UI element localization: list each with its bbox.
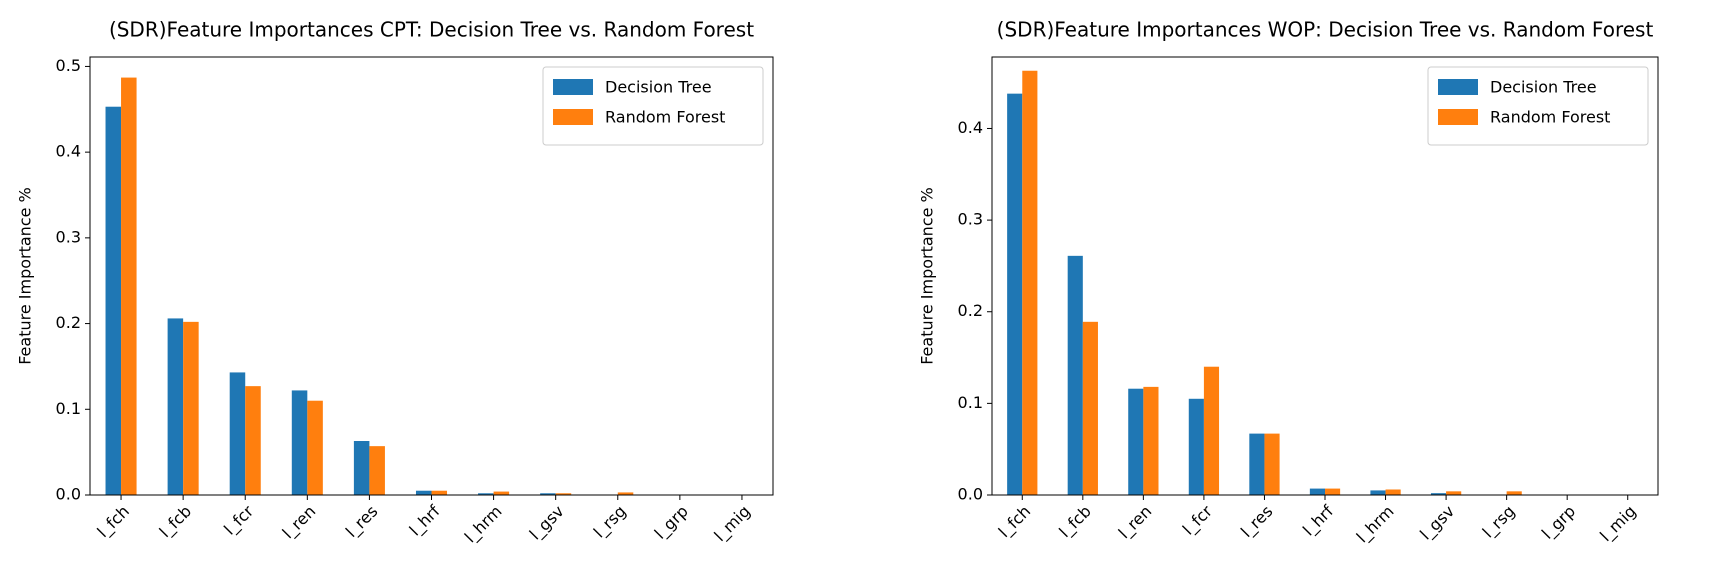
- bar: [1370, 490, 1386, 495]
- chart-title: (SDR)Feature Importances CPT: Decision T…: [109, 18, 754, 42]
- x-tick-label: l_grp: [651, 502, 693, 544]
- x-tick-label: l_ren: [279, 502, 320, 543]
- legend-swatch: [553, 109, 593, 125]
- axes-frame: [991, 56, 1659, 496]
- bar: [1203, 366, 1220, 495]
- bar: [353, 441, 370, 495]
- x-tick-label: l_ren: [1115, 502, 1156, 543]
- bar: [431, 490, 448, 495]
- x-tick-label: l_gsv: [1416, 502, 1459, 545]
- x-tick-label: l_mig: [1596, 502, 1640, 546]
- x-tick-label: l_hrf: [405, 501, 444, 540]
- x-tick-label: l_res: [342, 502, 382, 542]
- legend-swatch: [553, 79, 593, 95]
- bar: [478, 493, 494, 495]
- bar: [415, 490, 432, 495]
- x-tick-label: l_fch: [995, 502, 1035, 542]
- y-tick-label: 0.1: [958, 393, 983, 412]
- bar: [555, 493, 572, 495]
- bar: [1022, 70, 1038, 496]
- legend-label: Decision Tree: [605, 78, 712, 97]
- bar: [1188, 398, 1204, 495]
- x-tick-label: l_rsg: [590, 502, 631, 543]
- axes-frame: [89, 56, 774, 496]
- x-tick-label: l_fcb: [156, 502, 196, 542]
- x-tick-label: l_hrf: [1299, 501, 1338, 540]
- x-tick-label: l_rsg: [1479, 502, 1520, 543]
- x-tick-label: l_hrm: [1353, 502, 1399, 548]
- legend-label: Random Forest: [1490, 108, 1610, 127]
- y-tick-label: 0.4: [958, 118, 983, 137]
- bar: [121, 77, 137, 496]
- x-tick-label: l_fch: [93, 502, 133, 542]
- legend-swatch: [1438, 109, 1478, 125]
- y-tick-label: 0.0: [958, 485, 983, 504]
- x-tick-label: l_fcb: [1055, 502, 1095, 542]
- y-axis-label: Feature Importance %: [918, 187, 937, 365]
- bar: [1325, 488, 1341, 495]
- bar: [1082, 321, 1098, 495]
- y-tick-label: 0.4: [56, 142, 81, 161]
- bar: [1007, 93, 1023, 496]
- bar: [105, 106, 122, 495]
- bar: [291, 390, 308, 495]
- x-tick-label: l_res: [1237, 502, 1277, 542]
- x-tick-label: l_gsv: [526, 502, 569, 545]
- bar: [1067, 255, 1083, 495]
- bar: [1249, 433, 1265, 495]
- y-tick-label: 0.2: [958, 301, 983, 320]
- x-tick-label: l_mig: [710, 502, 754, 546]
- bar: [183, 321, 199, 495]
- bar: [229, 372, 246, 495]
- y-axis-label: Feature Importance %: [16, 187, 35, 365]
- legend-label: Random Forest: [605, 108, 725, 127]
- bar: [1264, 433, 1280, 495]
- y-tick-label: 0.1: [56, 399, 81, 418]
- bar: [167, 318, 184, 495]
- bar: [369, 446, 385, 495]
- bar: [1143, 386, 1159, 495]
- legend-label: Decision Tree: [1490, 78, 1597, 97]
- y-tick-label: 0.5: [56, 56, 81, 75]
- bar: [1128, 388, 1144, 495]
- y-tick-label: 0.2: [56, 313, 81, 332]
- legend-box: [542, 66, 764, 146]
- bar: [617, 492, 634, 495]
- y-tick-label: 0.3: [56, 227, 81, 246]
- x-tick-label: l_grp: [1538, 502, 1580, 544]
- bar: [1506, 491, 1522, 495]
- bar: [1446, 491, 1462, 495]
- bar: [1309, 488, 1325, 495]
- x-tick-label: l_hrm: [461, 502, 507, 548]
- x-tick-label: l_fcr: [1179, 501, 1217, 539]
- x-tick-label: l_fcr: [220, 501, 258, 539]
- legend-swatch: [1438, 79, 1478, 95]
- chart-title: (SDR)Feature Importances WOP: Decision T…: [997, 18, 1654, 42]
- bar: [1385, 489, 1401, 495]
- y-tick-label: 0.3: [958, 210, 983, 229]
- bar: [307, 400, 323, 495]
- legend-box: [1427, 66, 1649, 146]
- bar: [1430, 493, 1447, 495]
- bar: [540, 493, 556, 495]
- bar: [493, 491, 510, 495]
- y-tick-label: 0.0: [56, 485, 81, 504]
- bar: [245, 386, 261, 495]
